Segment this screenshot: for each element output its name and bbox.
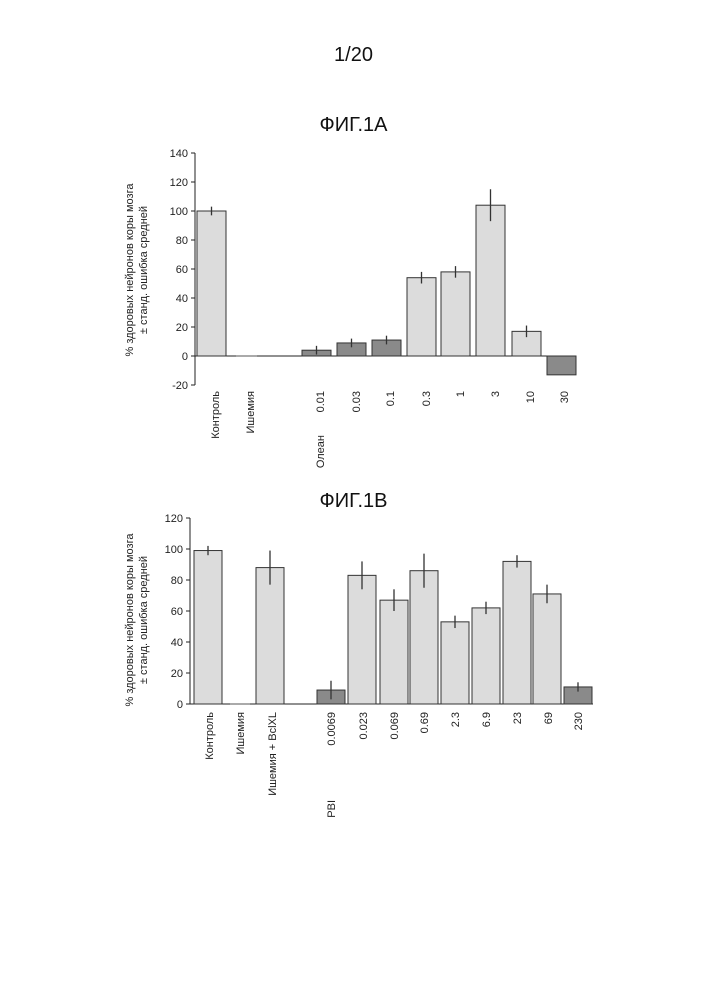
category-label: PBI bbox=[326, 800, 338, 818]
category-label: Контроль bbox=[204, 712, 216, 760]
category-label: 0.69 bbox=[419, 712, 431, 733]
category-label: 0.069 bbox=[389, 712, 401, 740]
y-tick-label: 0 bbox=[177, 699, 183, 711]
y-tick-label: 80 bbox=[171, 575, 183, 587]
bar bbox=[194, 551, 222, 704]
bar bbox=[410, 571, 438, 704]
y-tick-label: 40 bbox=[171, 637, 183, 649]
y-axis-label: % здоровых нейронов коры мозга bbox=[124, 533, 136, 707]
category-label: 2.3 bbox=[450, 712, 462, 727]
bar bbox=[256, 568, 284, 704]
y-tick-label: 100 bbox=[165, 544, 183, 556]
category-label: 230 bbox=[573, 712, 585, 730]
bar bbox=[380, 600, 408, 704]
category-label: 23 bbox=[512, 712, 524, 724]
category-label: Ишемия bbox=[235, 712, 247, 755]
y-axis-label: ± станд. ошибка средней bbox=[138, 556, 150, 684]
bar bbox=[441, 622, 469, 704]
category-label: 0.0069 bbox=[326, 712, 338, 746]
category-label: 0.023 bbox=[358, 712, 370, 740]
bar bbox=[348, 575, 376, 704]
bar bbox=[533, 594, 561, 704]
y-tick-label: 20 bbox=[171, 668, 183, 680]
y-tick-label: 60 bbox=[171, 606, 183, 618]
category-label: 69 bbox=[543, 712, 555, 724]
bar bbox=[472, 608, 500, 704]
category-label: Ишемия + BclXL bbox=[267, 712, 279, 796]
category-label: 6.9 bbox=[481, 712, 493, 727]
bar bbox=[503, 561, 531, 704]
y-tick-label: 120 bbox=[165, 513, 183, 525]
